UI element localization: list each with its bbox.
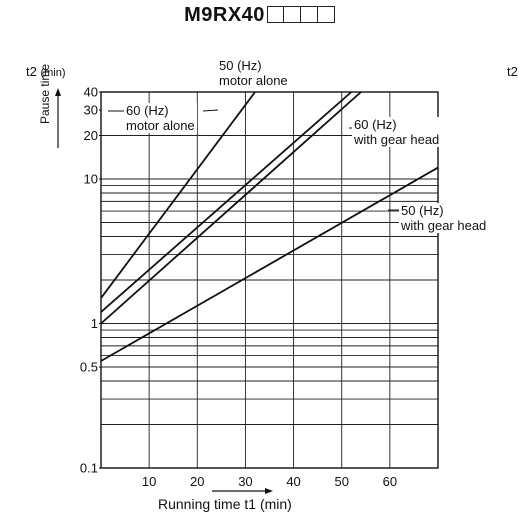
chart-title-wrap: M9RX40: [0, 4, 519, 27]
y-tick-label: 1: [91, 316, 98, 331]
chart-title: M9RX40: [184, 4, 265, 26]
y-axis-unit: (min): [40, 67, 66, 79]
y-tick-label: 0.5: [80, 359, 98, 374]
annotation-50hz-motor-alone: 50 (Hz) motor alone: [218, 58, 289, 88]
y-tick-label: 0.1: [80, 461, 98, 476]
y-axis-label: Pause time: [38, 63, 52, 124]
y-tick-label: 10: [84, 171, 98, 186]
title-suffix-boxes: [265, 6, 335, 25]
y-gridlines: [101, 135, 438, 425]
annotation-line: motor alone: [219, 73, 288, 88]
x-tick-label: 20: [190, 474, 204, 489]
y-axis-arrow: [55, 88, 61, 148]
plot-border: [100, 91, 439, 469]
leader-60hz-motor-alone-right: [202, 109, 219, 112]
x-tick-label: 50: [334, 474, 348, 489]
annotation-line: 60 (Hz): [126, 103, 169, 118]
x-axis-label: Running time t1 (min): [158, 496, 292, 512]
y-arrow-head: [55, 88, 61, 96]
neighbor-chart-clipped-label: t2: [507, 64, 518, 79]
annotation-line: with gear head: [401, 218, 487, 233]
x-tick-label: 60: [383, 474, 397, 489]
series-line: [100, 91, 362, 325]
tick-labels: 10 20 30 40 50 60 0.1 0.5 1 10 20 30 40: [80, 85, 397, 490]
y-axis-symbol-text: t2: [26, 64, 37, 79]
y-tick-label: 20: [84, 128, 98, 143]
y-tick-label: 30: [84, 103, 98, 118]
annotation-line: with gear head: [354, 132, 440, 147]
x-arrow-head: [265, 488, 273, 494]
annotation-60hz-gear-head: 60 (Hz) with gear head: [352, 117, 442, 147]
x-tick-label: 40: [286, 474, 300, 489]
series-line: [100, 166, 439, 362]
annotation-60hz-motor-alone: 60 (Hz) motor alone: [124, 103, 197, 133]
plot-frame: [100, 91, 439, 469]
series-lines: [100, 91, 439, 362]
x-axis-arrow: [212, 488, 273, 494]
title-suffix-box: [317, 6, 335, 23]
title-suffix-box: [300, 6, 318, 23]
series-line: [100, 91, 352, 313]
y-tick-label: 40: [84, 85, 98, 100]
title-suffix-box: [283, 6, 301, 23]
annotation-50hz-gear-head: 50 (Hz) with gear head: [399, 203, 489, 233]
annotation-line: 50 (Hz): [219, 58, 262, 73]
x-tick-label: 30: [238, 474, 252, 489]
x-tick-label: 10: [142, 474, 156, 489]
title-suffix-box: [266, 6, 284, 23]
annotation-line: 60 (Hz): [354, 117, 397, 132]
annotation-line: motor alone: [126, 118, 195, 133]
annotation-line: 50 (Hz): [401, 203, 444, 218]
y-axis-symbol: t2 (min): [26, 64, 66, 79]
series-line: [100, 91, 256, 299]
